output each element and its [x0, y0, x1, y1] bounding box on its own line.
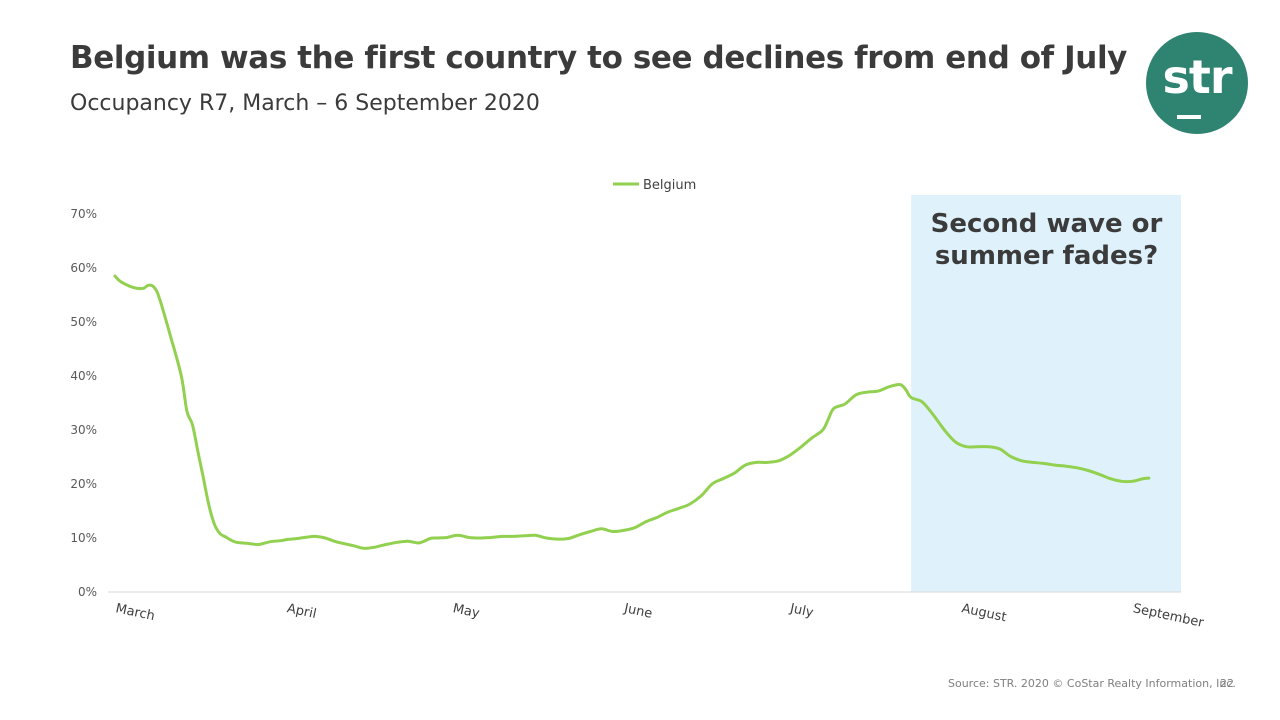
str-logo-text: str [1162, 50, 1232, 104]
x-tick-label: April [286, 601, 318, 622]
str-logo-underline [1177, 115, 1201, 119]
str-logo: str [1146, 32, 1248, 134]
x-tick-label: June [622, 601, 654, 622]
y-tick-label: 0% [78, 585, 97, 599]
y-tick-label: 70% [70, 207, 97, 221]
y-tick-label: 60% [70, 261, 97, 275]
legend-label-belgium: Belgium [643, 178, 696, 193]
x-tick-label: August [960, 601, 1008, 625]
y-tick-label: 30% [70, 423, 97, 437]
highlight-region [911, 195, 1181, 592]
x-axis-ticks: March April May June July August September [114, 601, 1205, 631]
series-line-belgium [113, 274, 1151, 550]
highlight-callout-text: Second wave or summer fades? [930, 209, 1163, 271]
x-tick-label: May [451, 601, 481, 621]
y-tick-label: 20% [70, 477, 97, 491]
source-footer: Source: STR. 2020 © CoStar Realty Inform… [948, 677, 1236, 690]
y-axis-ticks: 0% 10% 20% 30% 40% 50% 60% 70% [70, 207, 97, 599]
x-tick-label: March [114, 601, 156, 624]
x-tick-label: September [1132, 601, 1206, 631]
y-tick-label: 10% [70, 531, 97, 545]
slide-subtitle: Occupancy R7, March – 6 September 2020 [70, 91, 540, 116]
page-number: 22 [1220, 677, 1234, 690]
y-tick-label: 40% [70, 369, 97, 383]
y-tick-label: 50% [70, 315, 97, 329]
x-tick-label: July [788, 601, 815, 621]
slide-title: Belgium was the first country to see dec… [70, 40, 1127, 76]
